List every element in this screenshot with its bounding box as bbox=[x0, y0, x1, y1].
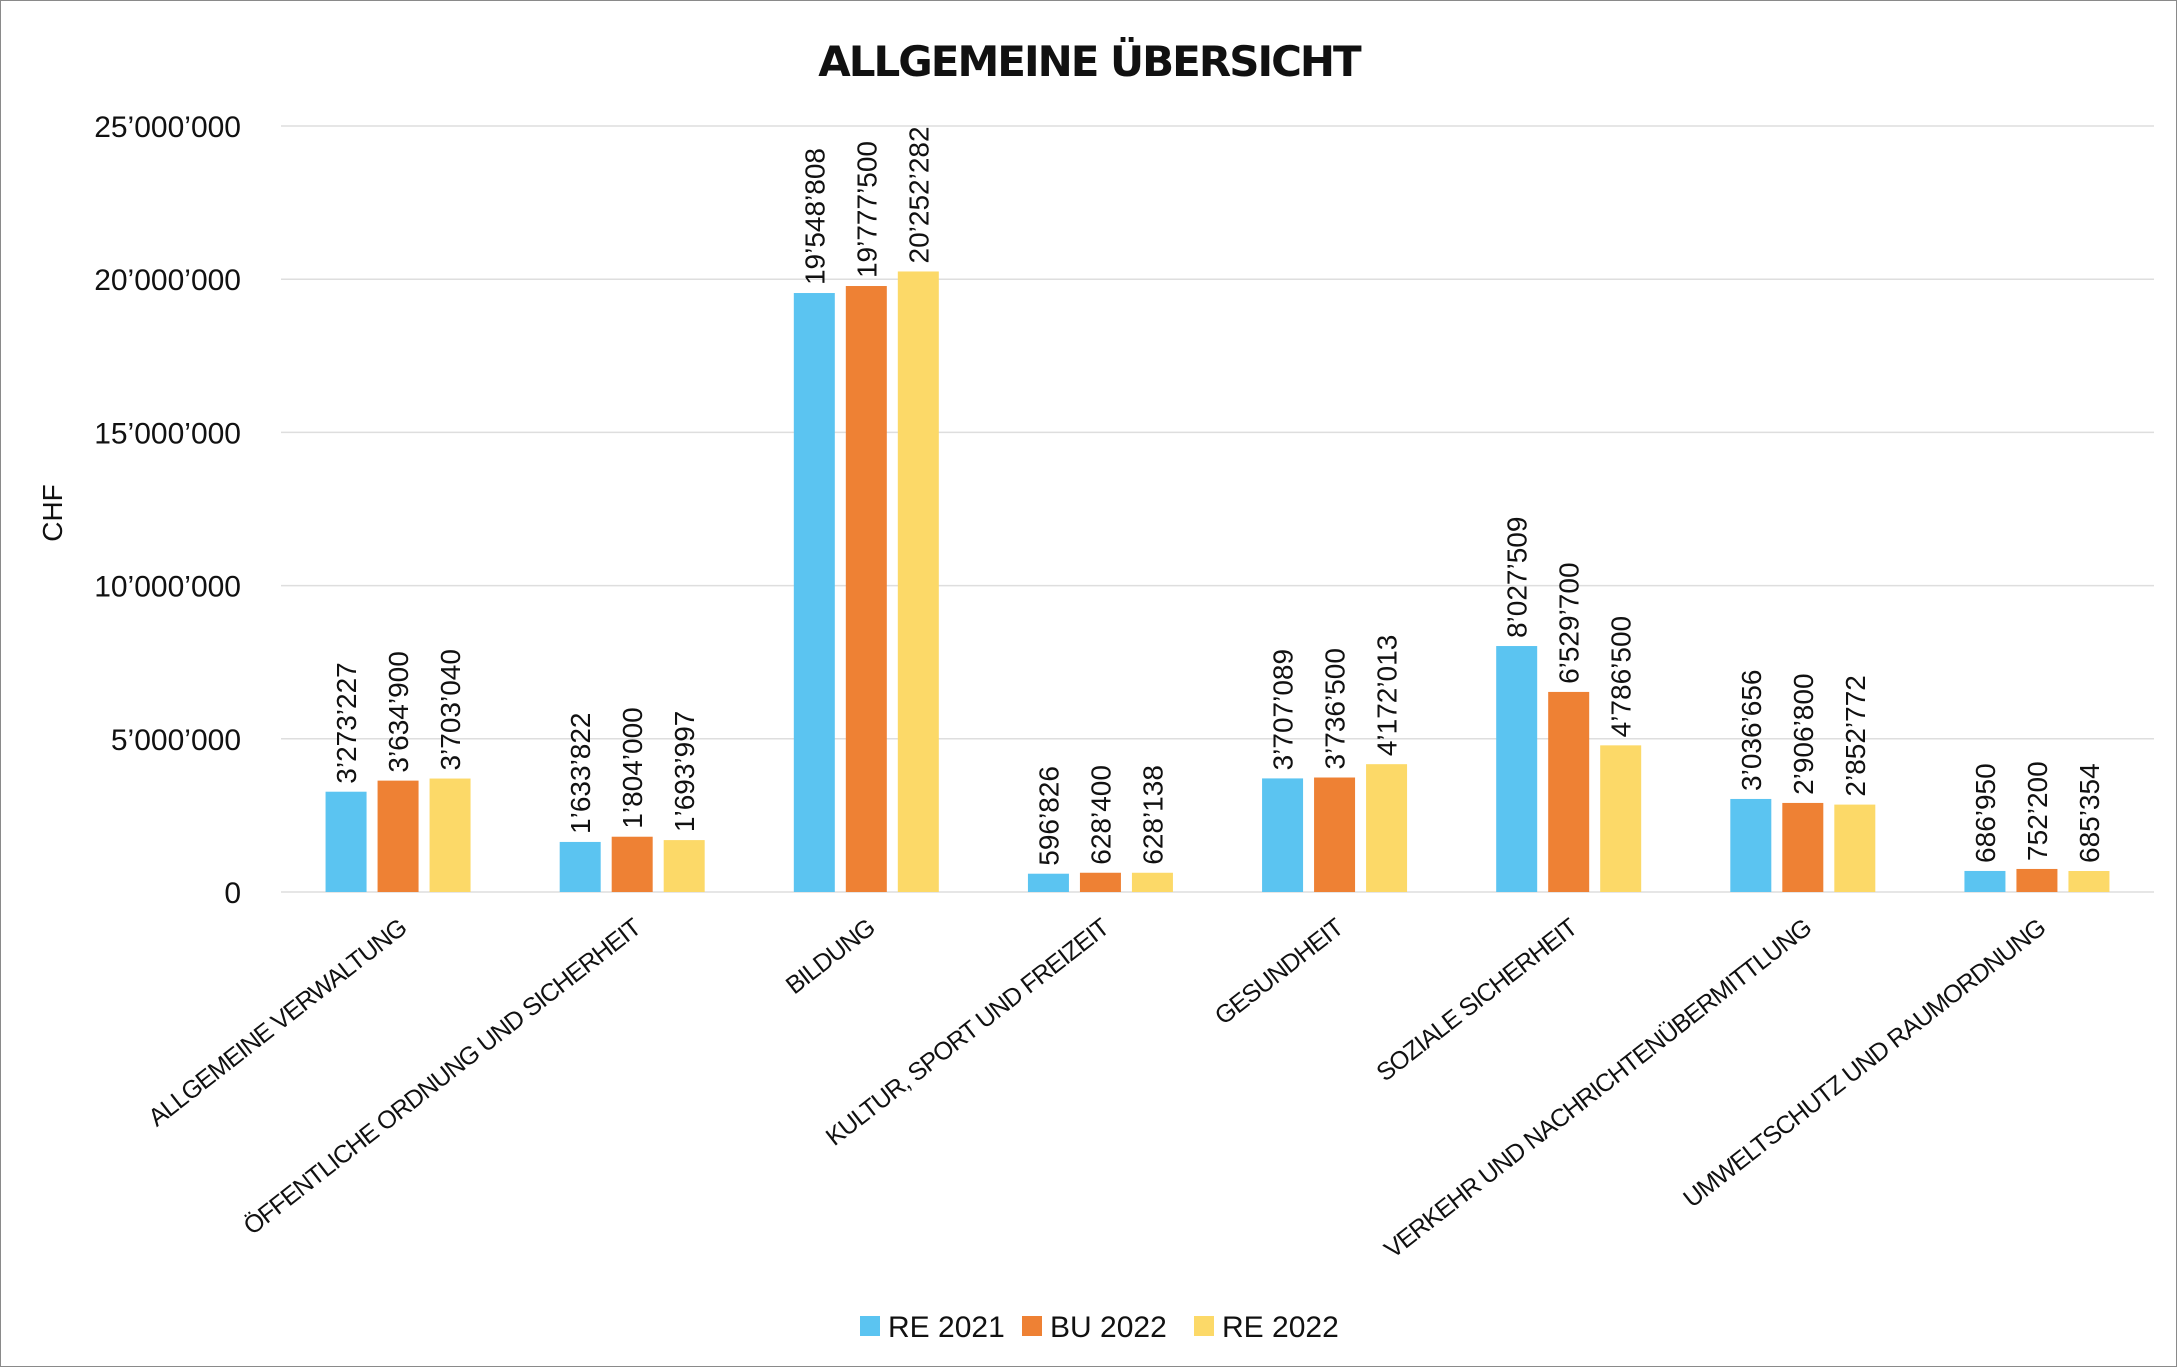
bar-re-2021 bbox=[325, 791, 367, 892]
data-labels: 3’273’227 3’634’900 3’703’040 1’633’822 1’80… bbox=[331, 126, 2105, 865]
y-axis-label: CHF bbox=[37, 484, 68, 542]
data-label: 4’172’013 bbox=[1372, 635, 1403, 756]
bar-bu-2022 bbox=[1079, 872, 1121, 892]
data-label: 4’786’500 bbox=[1606, 616, 1637, 737]
x-tick-label: VERKEHR UND NACHRICHTENÜBERMITTLUNG bbox=[1379, 914, 1816, 1264]
data-label: 3’736’500 bbox=[1320, 648, 1351, 769]
data-label: 628’400 bbox=[1085, 765, 1116, 865]
data-label: 628’138 bbox=[1137, 765, 1168, 865]
legend: RE 2021 BU 2022 RE 2022 bbox=[860, 1311, 1339, 1344]
data-label: 8’027’509 bbox=[1502, 517, 1533, 638]
x-tick-label: ALLGEMEINE VERWALTUNG bbox=[143, 914, 412, 1132]
data-label: 3’036’656 bbox=[1736, 670, 1767, 791]
data-label: 686’950 bbox=[1970, 763, 2001, 863]
bar-bu-2022 bbox=[1782, 802, 1824, 892]
legend-label: BU 2022 bbox=[1050, 1311, 1167, 1344]
data-label: 19’777’500 bbox=[851, 141, 882, 278]
chart-title: ALLGEMEINE ÜBERSICHT bbox=[818, 36, 1362, 86]
x-tick-label: SOZIALE SICHERHEIT bbox=[1371, 913, 1583, 1087]
data-label: 2’906’800 bbox=[1788, 673, 1819, 794]
legend-swatch bbox=[1022, 1316, 1042, 1336]
bar-bu-2022 bbox=[611, 836, 653, 892]
data-label: 1’693’997 bbox=[669, 711, 700, 832]
bar-re-2021 bbox=[1730, 798, 1772, 892]
data-label: 2’852’772 bbox=[1840, 675, 1871, 796]
bar-re-2022 bbox=[1834, 804, 1876, 892]
bar-bu-2022 bbox=[2016, 868, 2058, 892]
y-axis-ticks: 0 5’000’000 10’000’000 15’000’000 20’000’000… bbox=[94, 111, 241, 910]
data-label: 1’804’000 bbox=[617, 707, 648, 828]
y-tick-label: 25’000’000 bbox=[94, 111, 241, 144]
bar-re-2022 bbox=[2068, 871, 2110, 892]
data-label: 596’826 bbox=[1033, 766, 1064, 866]
data-label: 1’633’822 bbox=[565, 712, 596, 833]
legend-label: RE 2021 bbox=[888, 1311, 1005, 1344]
bar-re-2021 bbox=[1027, 873, 1069, 892]
bar-bu-2022 bbox=[377, 780, 419, 892]
legend-swatch bbox=[1194, 1316, 1214, 1336]
bars bbox=[325, 271, 2110, 892]
data-label: 20’252’282 bbox=[903, 126, 934, 263]
bar-re-2022 bbox=[897, 271, 939, 892]
data-label: 752’200 bbox=[2022, 761, 2053, 861]
x-tick-label: BILDUNG bbox=[781, 914, 880, 1000]
y-tick-label: 20’000’000 bbox=[94, 264, 241, 297]
y-tick-label: 10’000’000 bbox=[94, 571, 241, 604]
data-label: 3’273’227 bbox=[331, 662, 362, 783]
bar-re-2021 bbox=[1964, 870, 2006, 892]
bar-re-2021 bbox=[1262, 778, 1304, 892]
bar-re-2021 bbox=[793, 293, 835, 892]
y-tick-label: 0 bbox=[224, 877, 241, 910]
data-label: 19’548’808 bbox=[799, 148, 830, 285]
bar-bu-2022 bbox=[845, 286, 887, 892]
data-label: 3’634’900 bbox=[383, 651, 414, 772]
legend-label: RE 2022 bbox=[1222, 1311, 1339, 1344]
data-label: 685’354 bbox=[2074, 763, 2105, 863]
data-label: 3’703’040 bbox=[435, 649, 466, 770]
bar-re-2021 bbox=[559, 841, 601, 892]
bar-bu-2022 bbox=[1314, 777, 1356, 892]
data-label: 3’707’089 bbox=[1268, 649, 1299, 770]
bar-re-2022 bbox=[1366, 764, 1408, 892]
bar-re-2022 bbox=[429, 778, 471, 892]
gridlines bbox=[281, 125, 2154, 893]
bar-re-2022 bbox=[663, 840, 705, 892]
x-tick-label: KULTUR, SPORT UND FREIZEIT bbox=[821, 913, 1115, 1151]
y-tick-label: 5’000’000 bbox=[111, 724, 241, 757]
bar-re-2022 bbox=[1131, 872, 1173, 892]
legend-swatch bbox=[860, 1316, 880, 1336]
bar-re-2022 bbox=[1600, 745, 1642, 892]
bar-re-2021 bbox=[1496, 646, 1538, 892]
x-tick-label: UMWELTSCHUTZ UND RAUMORDNUNG bbox=[1678, 914, 2050, 1214]
y-tick-label: 15’000’000 bbox=[94, 417, 241, 450]
bar-bu-2022 bbox=[1548, 691, 1590, 892]
x-tick-label: ÖFFENTLICHE ORDNUNG UND SICHERHEIT bbox=[238, 913, 646, 1240]
x-tick-label: GESUNDHEIT bbox=[1210, 913, 1349, 1030]
data-label: 6’529’700 bbox=[1554, 562, 1585, 683]
